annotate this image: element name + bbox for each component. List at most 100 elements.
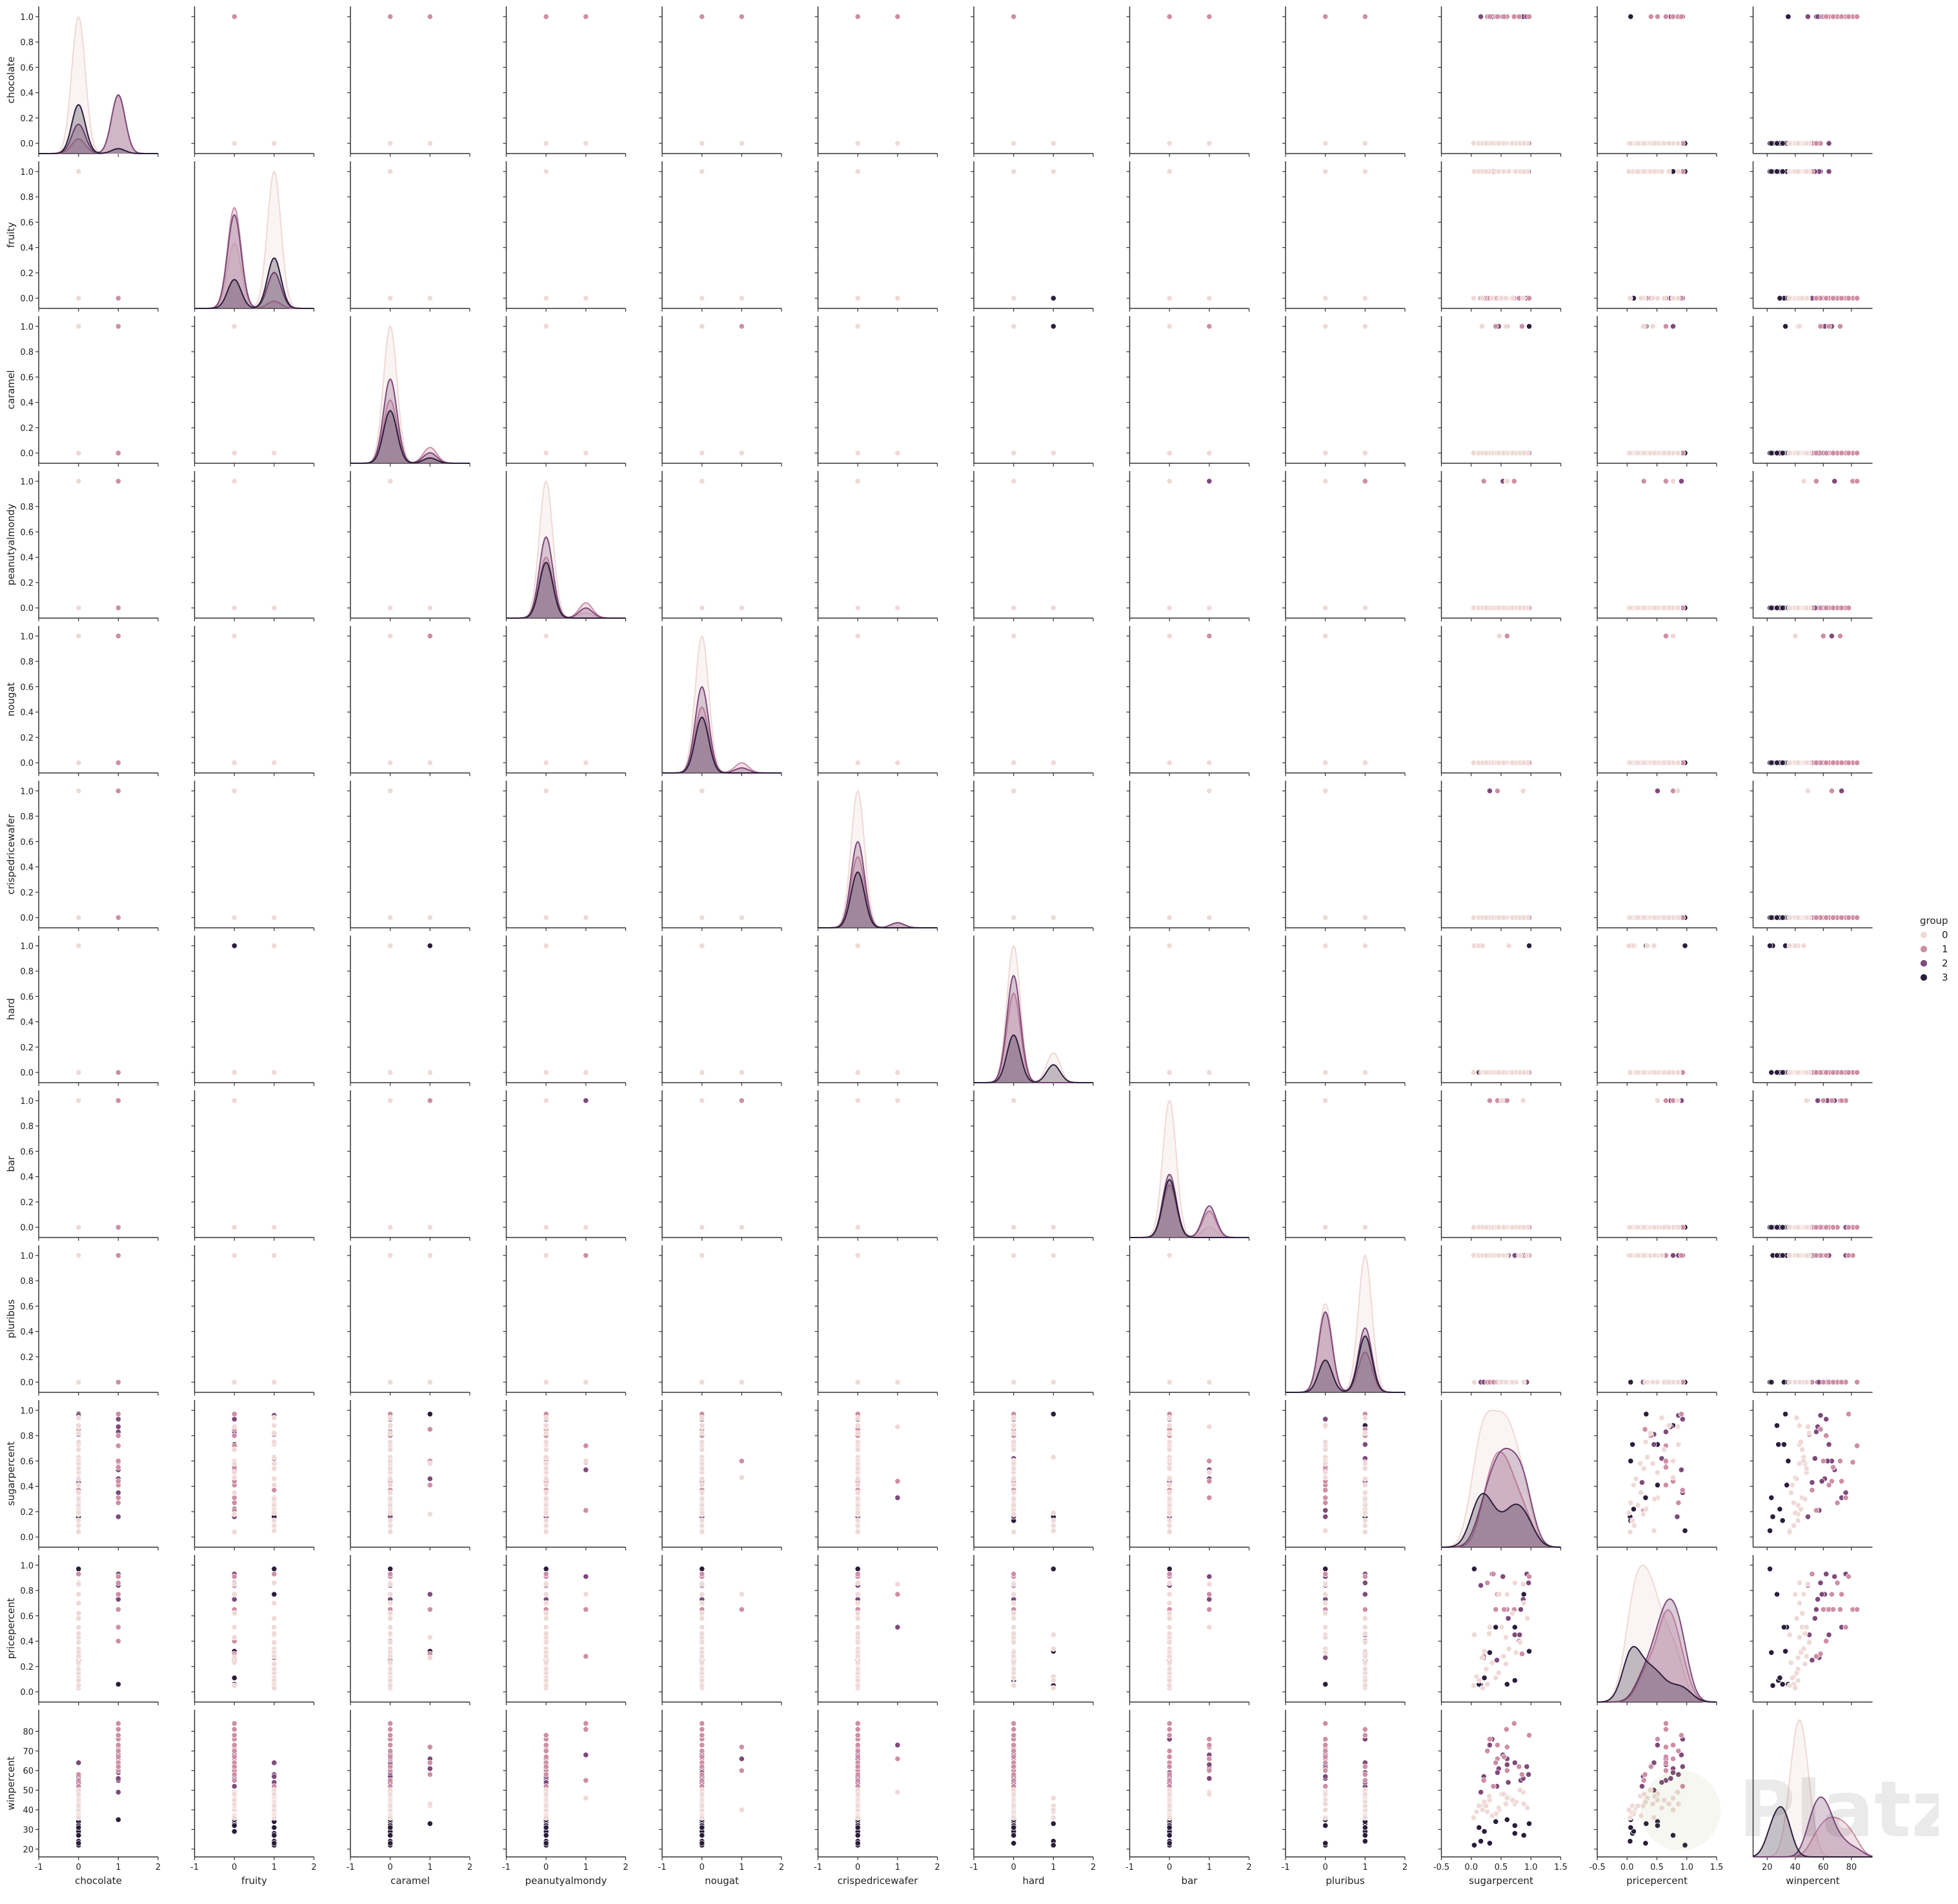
kde-line-group-0 [195, 172, 314, 308]
scatter-point [1797, 324, 1802, 329]
scatter-point [1804, 605, 1809, 610]
scatter-point [700, 169, 705, 174]
scatter-point [1769, 169, 1774, 174]
scatter-point [1854, 450, 1859, 456]
scatter-point [1670, 14, 1675, 19]
scatter-point [739, 296, 744, 301]
scatter-point [1011, 169, 1016, 174]
scatter-point [895, 605, 900, 610]
scatter-point [232, 14, 237, 19]
scatter-point [1051, 450, 1056, 456]
panel-caramel-vs-peanutyalmondy [503, 316, 626, 466]
scatter-point [1484, 169, 1489, 174]
scatter-point [543, 760, 549, 765]
scatter-point [1207, 141, 1212, 146]
scatter-point [543, 296, 549, 301]
scatter-point [1795, 450, 1801, 456]
kde-area-group-0 [507, 481, 626, 618]
scatter-point [1652, 605, 1657, 610]
scatter-point [116, 605, 121, 610]
kde-area-group-1 [350, 400, 470, 463]
scatter-point [1839, 605, 1844, 610]
scatter-point [1521, 450, 1526, 456]
scatter-point [232, 760, 237, 765]
scatter-point [543, 141, 549, 146]
scatter-point [1813, 296, 1819, 301]
scatter-point [1670, 634, 1675, 639]
y-tick-label: 0.6 [20, 683, 34, 692]
y-tick-label: 0.8 [20, 38, 34, 48]
scatter-point [1207, 14, 1212, 19]
scatter-point [1509, 141, 1515, 146]
panel-chocolate-vs-pluribus [1282, 6, 1405, 157]
y-axis-label-crispedricewafer: crispedricewafer [5, 814, 17, 894]
panel-fruity-vs-sugarpercent [1438, 161, 1561, 312]
scatter-point [1011, 760, 1016, 765]
scatter-point [1207, 634, 1212, 639]
panel-fruity-vs-pluribus [1282, 161, 1405, 312]
y-tick-label: 1.0 [20, 477, 34, 487]
kde-area-group-0 [662, 636, 782, 773]
panel-nougat-vs-caramel [347, 626, 470, 776]
scatter-point [1774, 760, 1779, 765]
scatter-point [1795, 141, 1801, 146]
scatter-point [1787, 450, 1792, 456]
scatter-point [388, 760, 393, 765]
scatter-point [1769, 760, 1774, 765]
panel-fruity-vs-winpercent [1750, 161, 1873, 312]
scatter-point [1011, 296, 1016, 301]
kde-line-group-2 [350, 379, 470, 464]
scatter-point [1362, 324, 1368, 329]
scatter-point [1520, 296, 1526, 301]
y-tick-label: 0.8 [20, 348, 34, 357]
scatter-point [1829, 634, 1834, 639]
scatter-point [1663, 324, 1668, 329]
scatter-point [583, 760, 589, 765]
scatter-point [1504, 634, 1509, 639]
scatter-point [1659, 169, 1664, 174]
panel-caramel-vs-nougat [659, 316, 782, 466]
scatter-point [1846, 760, 1851, 765]
scatter-point [1167, 605, 1172, 610]
scatter-point [1804, 141, 1809, 146]
scatter-point [739, 450, 744, 456]
y-tick-label: 1.0 [20, 787, 34, 797]
scatter-point [1663, 14, 1668, 19]
scatter-point [1824, 760, 1829, 765]
kde-area-group-3 [507, 563, 626, 618]
kde-line-group-3 [195, 258, 314, 308]
scatter-point [116, 760, 121, 765]
scatter-point [1362, 169, 1368, 174]
scatter-point [1824, 450, 1829, 456]
scatter-point [1323, 605, 1328, 610]
scatter-point [543, 169, 549, 174]
panel-caramel-vs-sugarpercent [1438, 316, 1561, 466]
kde-line-group-0 [39, 17, 158, 154]
scatter-point [1854, 760, 1859, 765]
scatter-point [1503, 324, 1508, 329]
scatter-point [1795, 760, 1801, 765]
scatter-point [1526, 296, 1531, 301]
scatter-point [1501, 450, 1506, 456]
y-tick-label: 1.0 [20, 632, 34, 642]
scatter-point [1774, 141, 1779, 146]
scatter-point [1679, 14, 1684, 19]
scatter-point [1650, 324, 1655, 329]
scatter-point [388, 479, 393, 484]
scatter-point [1846, 296, 1851, 301]
scatter-point [1479, 324, 1484, 329]
scatter-point [1484, 141, 1489, 146]
scatter-point [1487, 14, 1492, 19]
y-tick-label: 0.2 [20, 424, 34, 434]
y-tick-label: 0.0 [20, 914, 34, 923]
kde-area-group-3 [195, 258, 314, 308]
scatter-point [1051, 169, 1056, 174]
panel-chocolate-vs-sugarpercent [1438, 6, 1561, 157]
scatter-point [1818, 605, 1823, 610]
scatter-point [1323, 479, 1328, 484]
panel-nougat-vs-crispedricewafer [815, 626, 938, 776]
scatter-point [855, 760, 860, 765]
